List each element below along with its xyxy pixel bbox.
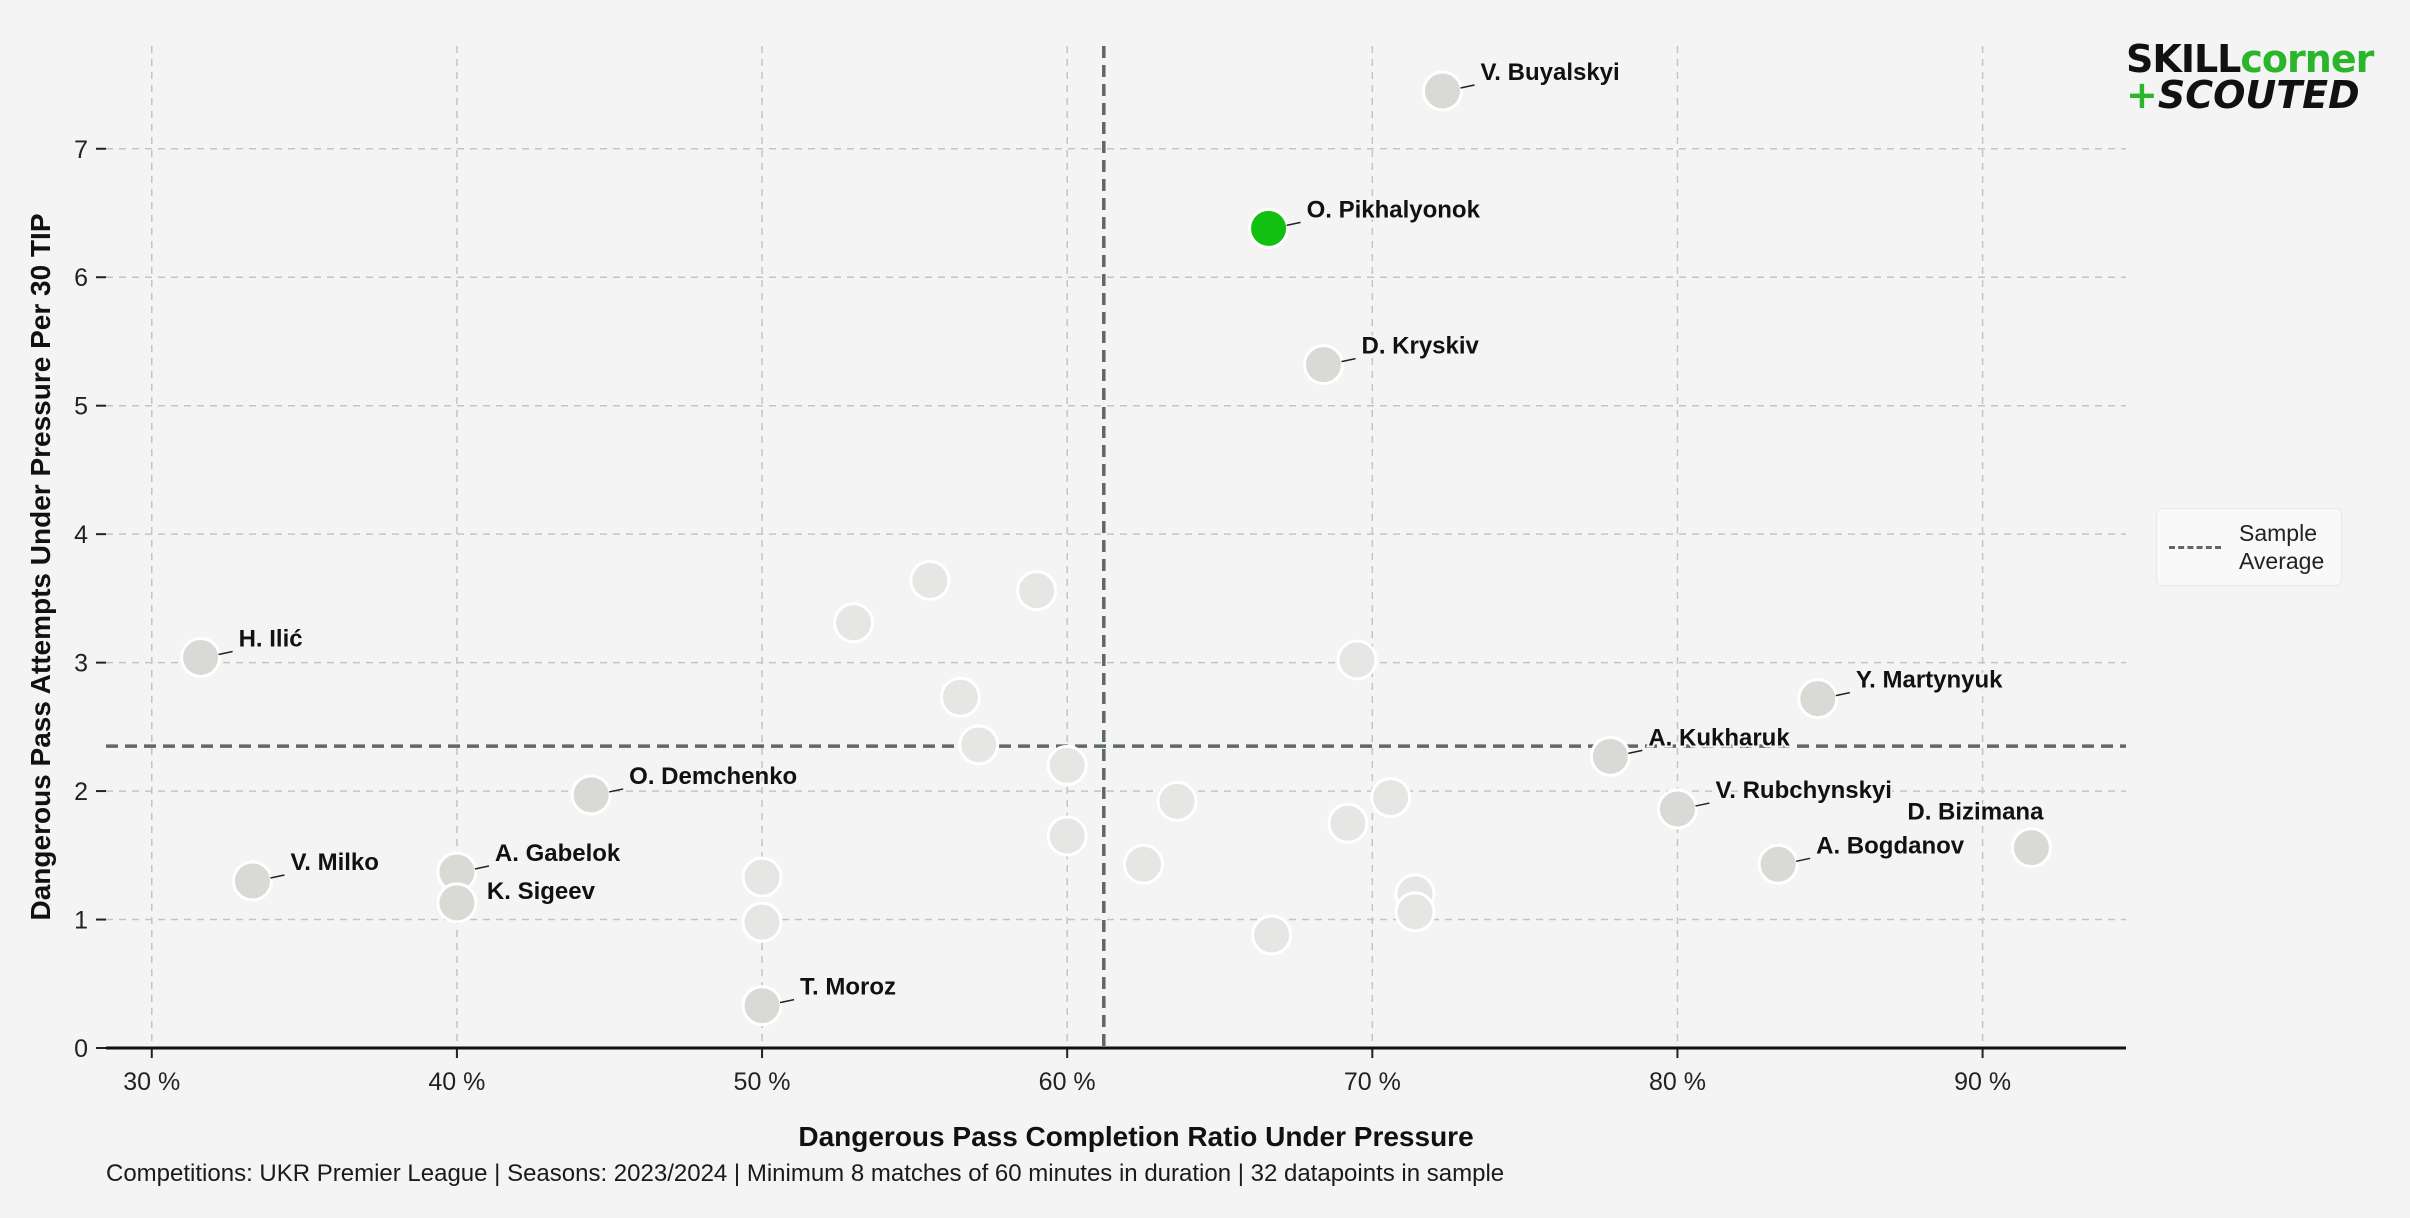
x-tick-label: 80 % bbox=[1649, 1068, 1706, 1096]
point-label: T. Moroz bbox=[800, 974, 896, 1001]
data-point bbox=[1016, 570, 1058, 612]
x-tick-label: 50 % bbox=[734, 1068, 791, 1096]
point-label: H. Ilić bbox=[239, 625, 303, 652]
x-axis-label: Dangerous Pass Completion Ratio Under Pr… bbox=[798, 1121, 1473, 1152]
legend-dashed-line bbox=[2169, 546, 2221, 549]
data-point bbox=[741, 985, 783, 1027]
label-leader-line bbox=[474, 865, 490, 870]
data-point bbox=[741, 856, 783, 898]
point-label: D. Kryskiv bbox=[1361, 333, 1479, 360]
x-tick-label: 90 % bbox=[1954, 1068, 2011, 1096]
data-point bbox=[1251, 914, 1293, 956]
point-label: A. Gabelok bbox=[495, 840, 621, 867]
legend-label: Sample Average bbox=[2239, 520, 2325, 574]
point-label: K. Sigeev bbox=[487, 878, 596, 905]
y-tick-label: 1 bbox=[74, 907, 88, 935]
point-label: V. Milko bbox=[290, 849, 378, 876]
label-leader-line bbox=[218, 650, 233, 656]
point-label: V. Rubchynskyi bbox=[1715, 777, 1892, 804]
point-label: O. Pikhalyonok bbox=[1307, 196, 1481, 223]
x-tick-label: 70 % bbox=[1344, 1068, 1401, 1096]
data-point bbox=[1156, 780, 1198, 822]
skillcorner-scouted-logo: SKILLcorner +SCOUTED bbox=[2126, 37, 2374, 117]
y-tick-label: 4 bbox=[74, 521, 88, 549]
data-point bbox=[1394, 891, 1436, 933]
data-point bbox=[570, 774, 612, 816]
point-label: D. Bizimana bbox=[1907, 799, 2044, 826]
data-point bbox=[1656, 788, 1698, 830]
label-leader-line bbox=[1695, 802, 1710, 807]
label-leader-line bbox=[779, 998, 795, 1004]
data-point bbox=[2010, 827, 2052, 869]
label-leader-line bbox=[1795, 857, 1811, 863]
y-axis-label: Dangerous Pass Attempts Under Pressure P… bbox=[25, 214, 56, 921]
axes: 30 % 40 % 50 % 60 % 70 % 80 % 90 % 0 1 2 3 4 5 6 7 bbox=[74, 136, 2126, 1096]
y-tick-label: 7 bbox=[74, 136, 88, 164]
y-tick-label: 3 bbox=[74, 650, 88, 678]
point-label: A. Bogdanov bbox=[1816, 832, 1965, 859]
legend: Sample Average bbox=[2156, 508, 2342, 586]
point-label: Y. Martynyuk bbox=[1856, 667, 2003, 694]
average-lines bbox=[106, 46, 2126, 1048]
data-point bbox=[436, 882, 478, 924]
x-tick-label: 60 % bbox=[1039, 1068, 1096, 1096]
data-point bbox=[1046, 744, 1088, 786]
data-point bbox=[1122, 843, 1164, 885]
point-label: A. Kukharuk bbox=[1648, 724, 1790, 751]
point-label: V. Buyalskyi bbox=[1480, 59, 1619, 86]
data-point bbox=[1046, 815, 1088, 857]
footer-note: Competitions: UKR Premier League | Seaso… bbox=[106, 1160, 1505, 1187]
data-point bbox=[1797, 678, 1839, 720]
data-point bbox=[909, 559, 951, 601]
data-point bbox=[741, 901, 783, 943]
data-point bbox=[1336, 639, 1378, 681]
data-point bbox=[1302, 344, 1344, 386]
y-tick-label: 5 bbox=[74, 393, 88, 421]
y-tick-label: 0 bbox=[74, 1035, 88, 1063]
data-point bbox=[180, 636, 222, 678]
data-point bbox=[1757, 843, 1799, 885]
data-point bbox=[833, 602, 875, 644]
label-leader-line bbox=[1286, 221, 1301, 227]
label-leader-line bbox=[609, 788, 624, 793]
data-point bbox=[1421, 70, 1463, 112]
data-points bbox=[180, 70, 2052, 1027]
data-point bbox=[1370, 777, 1412, 818]
data-point bbox=[958, 724, 1000, 766]
data-point bbox=[1327, 802, 1369, 844]
y-tick-label: 6 bbox=[74, 264, 88, 292]
data-point bbox=[1589, 735, 1631, 777]
grid bbox=[106, 46, 2126, 1048]
data-point bbox=[939, 676, 981, 718]
highlighted-point bbox=[1248, 207, 1290, 249]
x-tick-label: 40 % bbox=[428, 1068, 485, 1096]
label-leader-line bbox=[1628, 749, 1643, 755]
label-leader-line bbox=[1341, 357, 1356, 363]
point-labels: V. Buyalskyi O. Pikhalyonok D. Kryskiv H. I… bbox=[218, 57, 2046, 1004]
label-leader-line bbox=[1460, 84, 1475, 89]
point-label: O. Demchenko bbox=[629, 763, 797, 790]
data-point bbox=[231, 860, 273, 902]
y-tick-label: 2 bbox=[74, 778, 88, 806]
x-tick-label: 30 % bbox=[123, 1068, 180, 1096]
label-leader-line bbox=[270, 874, 285, 879]
label-leader-line bbox=[1835, 691, 1850, 697]
